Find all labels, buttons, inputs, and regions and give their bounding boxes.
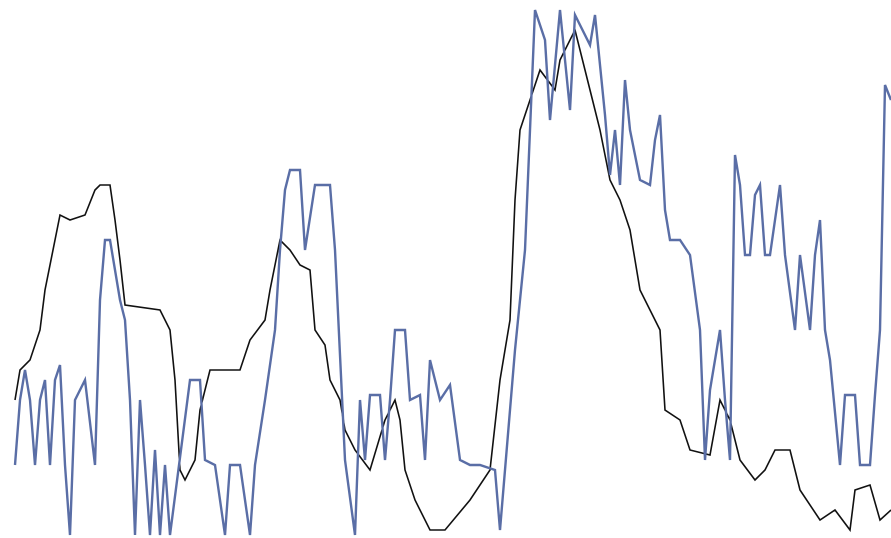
line-series: [13, 9, 891, 536]
line-series: [14, 27, 891, 533]
